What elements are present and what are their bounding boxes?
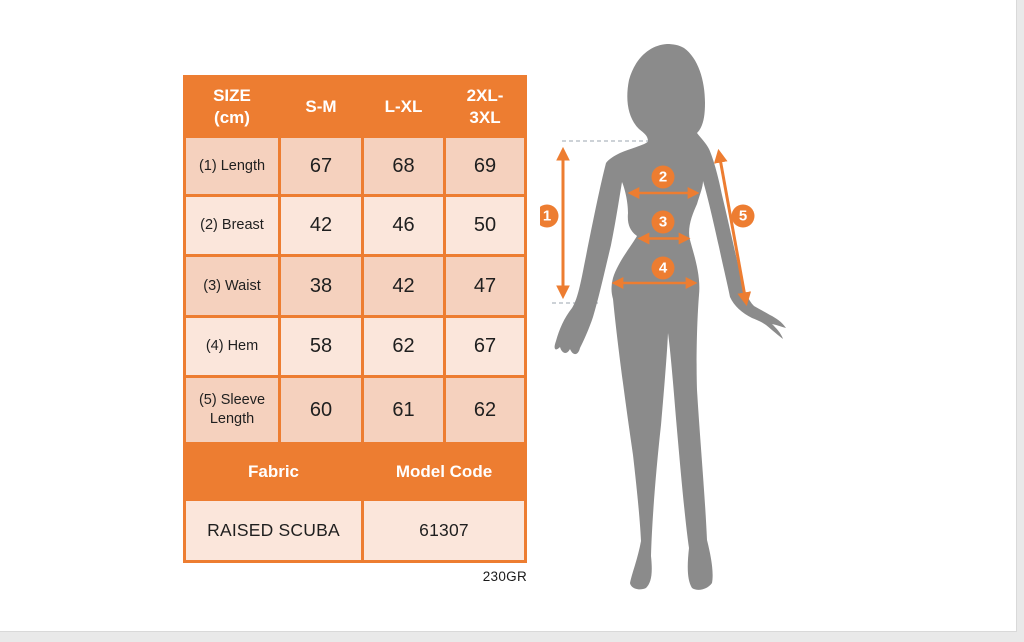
marker-circle-1 — [540, 204, 559, 228]
measurement-value: 47 — [446, 257, 524, 315]
fabric-value: RAISED SCUBA — [186, 501, 361, 560]
marker-circle-4 — [651, 256, 675, 280]
measurement-value: 69 — [446, 138, 524, 194]
measurement-value: 46 — [364, 197, 443, 254]
measurement-value: 58 — [281, 318, 361, 375]
sleeve-arrow-5 — [713, 148, 752, 307]
measurement-value: 42 — [281, 197, 361, 254]
measurement-value: 61 — [364, 378, 443, 442]
row-label-length: (1) Length — [186, 138, 278, 194]
table-header-col-2xl3xl: 2XL-3XL — [446, 78, 524, 135]
measurement-value: 50 — [446, 197, 524, 254]
measurement-value: 60 — [281, 378, 361, 442]
measurement-value: 42 — [364, 257, 443, 315]
fabric-header: Fabric — [186, 445, 361, 498]
marker-number-2: 2 — [659, 169, 667, 186]
size-chart-page: SIZE (cm) S-M L-XL 2XL-3XL (1) Length 67… — [0, 0, 1017, 632]
row-label-sleeve-length: (5) Sleeve Length — [186, 378, 278, 442]
measurement-value: 62 — [364, 318, 443, 375]
marker-number-4: 4 — [659, 260, 668, 277]
row-label-hem: (4) Hem — [186, 318, 278, 375]
fabric-weight-note: 230GR — [482, 569, 527, 584]
body-silhouette — [554, 44, 786, 590]
measurement-value: 38 — [281, 257, 361, 315]
size-table: SIZE (cm) S-M L-XL 2XL-3XL (1) Length 67… — [183, 75, 527, 563]
marker-circle-3 — [651, 210, 675, 234]
row-label-waist: (3) Waist — [186, 257, 278, 315]
marker-number-1: 1 — [543, 208, 551, 225]
marker-number-5: 5 — [739, 208, 747, 225]
measurement-value: 67 — [281, 138, 361, 194]
measurement-value: 62 — [446, 378, 524, 442]
row-label-breast: (2) Breast — [186, 197, 278, 254]
marker-circle-5 — [731, 204, 755, 228]
marker-number-3: 3 — [659, 214, 667, 231]
measurement-diagram: 1 2 3 4 5 — [540, 44, 786, 590]
table-header-col-lxl: L-XL — [364, 78, 443, 135]
marker-circle-2 — [651, 165, 675, 189]
measurement-value: 68 — [364, 138, 443, 194]
model-code-value: 61307 — [364, 501, 524, 560]
table-header-col-sm: S-M — [281, 78, 361, 135]
table-header-size: SIZE (cm) — [186, 78, 278, 135]
measurement-value: 67 — [446, 318, 524, 375]
model-code-header: Model Code — [364, 445, 524, 498]
